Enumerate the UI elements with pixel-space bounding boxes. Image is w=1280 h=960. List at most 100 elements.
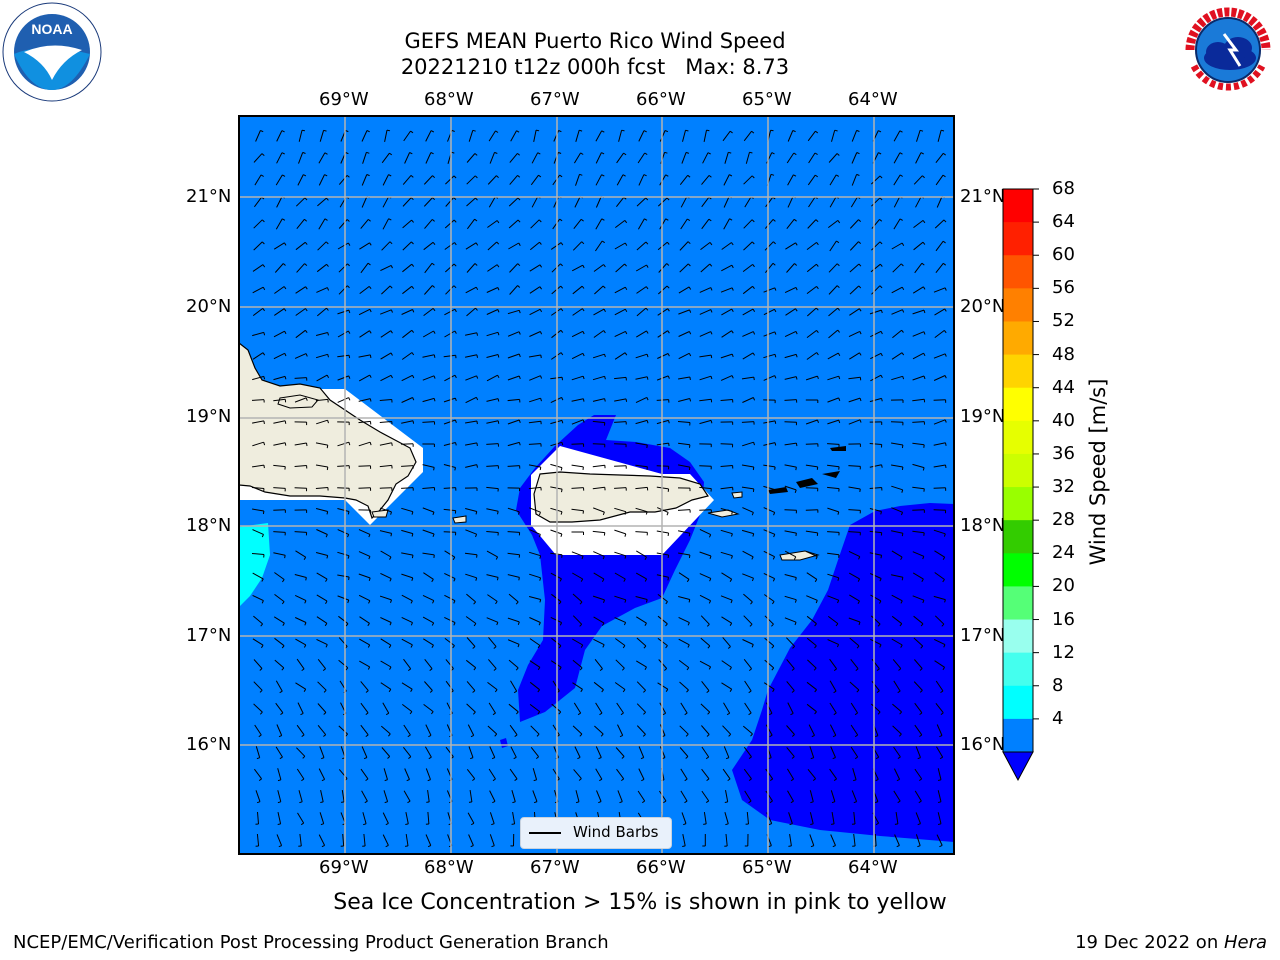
wind-barb xyxy=(550,529,563,535)
wind-barb xyxy=(593,681,604,691)
wind-barb xyxy=(380,572,392,580)
wind-barb xyxy=(273,420,286,424)
wind-barb xyxy=(551,352,562,360)
wind-barb-flag xyxy=(389,666,392,670)
wind-barb-flag xyxy=(817,419,819,423)
wind-barb-flag xyxy=(517,644,520,648)
wind-barb xyxy=(785,308,796,316)
wind-barb xyxy=(252,638,264,646)
wind-barb-flag xyxy=(433,375,436,379)
wind-barb xyxy=(465,332,477,336)
wind-barb xyxy=(275,174,283,186)
wind-barb xyxy=(315,332,328,336)
wind-barb xyxy=(253,681,263,691)
wind-barb xyxy=(443,442,456,446)
wind-barb-flag xyxy=(902,376,905,380)
wind-barb-flag xyxy=(646,420,649,424)
wind-barb-flag xyxy=(454,374,457,379)
wind-barb-flag xyxy=(751,644,754,648)
wind-barb xyxy=(764,241,774,251)
wind-barb-flag xyxy=(515,601,519,605)
wind-barb-flag xyxy=(853,779,857,782)
wind-barb-flag xyxy=(581,285,585,289)
wind-barb xyxy=(489,746,496,758)
wind-barb-flag xyxy=(432,285,435,288)
wind-barb-flag xyxy=(901,489,904,493)
wind-barb xyxy=(720,529,733,535)
wind-barb-flag xyxy=(493,646,497,649)
wind-barb-flag xyxy=(579,173,583,176)
wind-barb xyxy=(360,681,369,691)
wind-barb xyxy=(295,286,306,294)
wind-barb xyxy=(912,595,925,601)
wind-barb-flag xyxy=(684,778,688,782)
lat-tick-left-16n: 16°N xyxy=(186,734,232,755)
wind-barb xyxy=(723,746,730,758)
wind-barb xyxy=(934,550,945,558)
wind-barb-flag xyxy=(346,219,350,222)
wind-barb xyxy=(831,130,836,142)
wind-barb-flag xyxy=(729,688,733,692)
wind-barb xyxy=(510,680,518,692)
wind-barb-flag xyxy=(472,778,476,781)
wind-barb xyxy=(551,263,561,273)
wind-barb xyxy=(636,286,647,294)
wind-barb-flag xyxy=(278,735,282,738)
wind-barb xyxy=(276,152,283,164)
wind-barb-flag xyxy=(411,285,415,290)
wind-barb xyxy=(853,833,856,847)
wind-barb xyxy=(848,465,861,467)
wind-barb xyxy=(849,285,860,295)
wind-barb-flag xyxy=(832,845,836,848)
wind-barb-flag xyxy=(347,511,350,515)
wind-barb-flag xyxy=(752,533,755,537)
wind-barb xyxy=(848,550,861,558)
wind-barb-flag xyxy=(751,556,754,560)
wind-barb xyxy=(315,552,328,556)
wind-barb-flag xyxy=(899,130,903,133)
wind-barb-flag xyxy=(810,801,814,804)
wind-barb-flag xyxy=(881,398,883,402)
wind-barb-flag xyxy=(793,152,797,156)
wind-barb-flag xyxy=(768,823,772,826)
wind-barb-flag xyxy=(665,623,668,627)
wind-barb xyxy=(616,768,625,780)
wind-barb-flag xyxy=(642,734,646,737)
wind-barb-flag xyxy=(491,757,496,760)
wind-barb-flag xyxy=(348,375,351,379)
wind-barb-flag xyxy=(263,332,266,336)
wind-barb xyxy=(529,264,541,272)
wind-barb xyxy=(379,530,392,534)
wind-barb xyxy=(423,307,434,317)
wind-barb xyxy=(486,374,498,382)
wind-barb xyxy=(682,834,686,846)
wind-barb-flag xyxy=(752,397,756,401)
wind-barb-flag xyxy=(942,240,946,244)
wind-barb xyxy=(914,262,923,274)
wind-barb-flag xyxy=(558,130,562,133)
wind-barb xyxy=(721,682,732,690)
wind-barb-flag xyxy=(303,174,307,177)
wind-barb xyxy=(402,241,412,251)
wind-barb xyxy=(741,376,754,380)
wind-barb-flag xyxy=(598,801,602,804)
wind-barb-flag xyxy=(326,511,329,515)
wind-barb xyxy=(253,615,263,625)
wind-barb-flag xyxy=(728,733,732,737)
wind-barb xyxy=(849,681,860,691)
wind-barb xyxy=(936,834,943,846)
wind-barb xyxy=(507,419,520,425)
wind-barb-flag xyxy=(303,644,307,648)
wind-barb-flag xyxy=(517,153,521,156)
wind-barb-flag xyxy=(944,330,947,334)
wind-barb xyxy=(829,196,837,208)
wind-barb-flag xyxy=(263,420,265,424)
wind-barb-flag xyxy=(496,175,499,179)
wind-barb xyxy=(361,174,368,186)
wind-barb-flag xyxy=(794,263,798,266)
lat-tick-right-17n: 17°N xyxy=(960,625,1006,646)
wind-barb-flag xyxy=(919,129,924,132)
wind-barb-flag xyxy=(774,354,777,358)
wind-barb-flag xyxy=(258,734,262,738)
wind-barb-flag xyxy=(646,354,649,358)
